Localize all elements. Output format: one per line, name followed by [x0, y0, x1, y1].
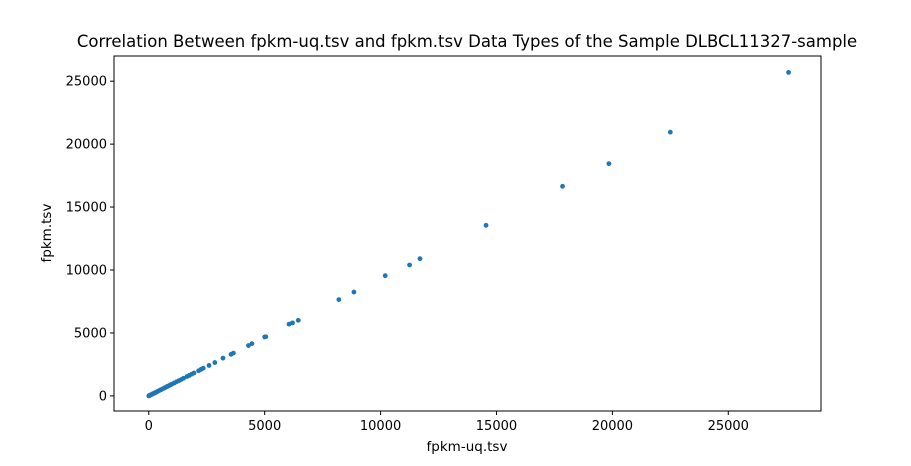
y-tick-label: 20000: [66, 138, 107, 153]
y-axis-ticks: 0 5000 10000 15000 20000 25000: [66, 75, 114, 404]
y-tick-label: 15000: [66, 201, 107, 216]
chart-title: Correlation Between fpkm-uq.tsv and fpkm…: [77, 32, 857, 51]
x-axis-ticks: 0 5000 10000 15000 20000 25000: [145, 411, 749, 434]
data-point: [351, 289, 357, 295]
data-point: [220, 355, 226, 361]
data-point: [606, 161, 612, 167]
y-tick-label: 5000: [74, 326, 107, 341]
data-point: [196, 368, 202, 374]
data-point: [407, 262, 412, 268]
points-layer: [146, 69, 791, 399]
data-point: [786, 69, 791, 75]
x-tick-label: 0: [145, 419, 153, 434]
x-tick-label: 15000: [476, 419, 517, 434]
data-point: [262, 334, 268, 340]
x-tick-label: 25000: [708, 419, 749, 434]
y-tick-label: 0: [99, 389, 107, 404]
data-point: [206, 363, 212, 368]
x-tick-label: 5000: [248, 419, 281, 434]
x-axis-label: fpkm-uq.tsv: [427, 439, 508, 455]
y-axis-label: fpkm.tsv: [39, 204, 55, 263]
data-point: [483, 222, 489, 228]
data-point: [212, 360, 218, 365]
data-point: [336, 297, 342, 302]
x-tick-label: 10000: [360, 419, 401, 434]
data-point: [246, 343, 251, 348]
plot-frame: [113, 55, 822, 412]
y-tick-label: 25000: [66, 75, 107, 90]
y-tick-label: 10000: [66, 264, 107, 279]
data-point: [667, 129, 673, 135]
data-point: [146, 393, 152, 399]
data-point: [295, 317, 301, 323]
data-point: [228, 351, 234, 357]
data-point: [417, 256, 423, 262]
data-point: [560, 183, 565, 189]
data-point: [382, 273, 388, 279]
data-point: [286, 321, 292, 327]
x-tick-label: 20000: [592, 419, 633, 434]
